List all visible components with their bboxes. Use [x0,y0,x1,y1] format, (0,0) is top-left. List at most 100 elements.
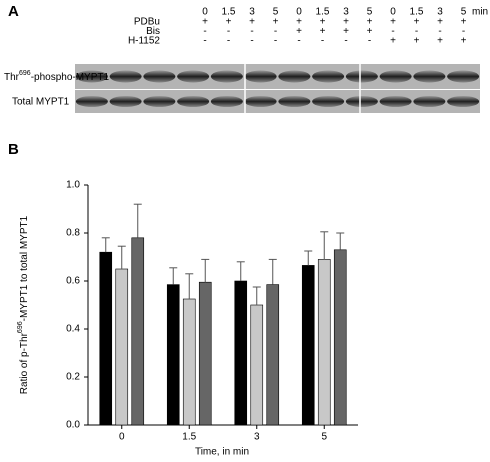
time-label: 3 [437,7,443,18]
treatment-sign: - [462,26,465,37]
y-tick-label: 0.2 [66,372,80,383]
blot-band [177,70,210,83]
treatment-sign: + [296,17,302,28]
bar [234,280,248,426]
blot-band [177,96,210,107]
blot-label: Thr696-phospho-MYPT1 [4,70,109,83]
time-label: 1.5 [410,7,424,18]
treatment-sign: + [343,26,349,37]
bar [301,265,315,426]
y-axis-label: Ratio of p-Thr696-MYPT1 to total MYPT1 [17,215,30,394]
time-label: 1.5 [222,7,236,18]
blot-background [75,90,480,113]
treatment-sign: + [320,17,326,28]
blot-band [244,70,277,83]
time-label: 0 [296,7,302,18]
blot-band [345,96,378,107]
treatment-sign: + [414,17,420,28]
treatment-sign: + [320,26,326,37]
blot-band [379,70,412,83]
treatment-sign: - [250,36,253,47]
y-tick-label: 1.0 [66,180,80,191]
y-tick-label: 0.0 [66,420,80,431]
treatment-label: H-1152 [128,36,160,47]
treatment-sign: - [391,26,394,37]
blot-band [278,70,311,83]
y-tick-label: 0.6 [66,276,80,287]
treatment-sign: - [203,26,206,37]
treatment-sign: - [297,36,300,47]
treatment-sign: + [249,17,255,28]
time-label: 0 [390,7,396,18]
treatment-label: Bis [146,26,160,37]
blot-band [278,96,311,107]
time-label: 5 [367,7,373,18]
treatment-sign: - [274,36,277,47]
blot-band [379,96,412,107]
blot-band [143,70,176,83]
treatment-sign: - [227,36,230,47]
treatment-sign: + [202,17,208,28]
bar [182,298,196,426]
treatment-sign: - [321,36,324,47]
x-axis-label: Time, in min [195,447,249,458]
y-tick-label: 0.4 [66,324,80,335]
y-tick-label: 0.8 [66,228,80,239]
blot-band [447,96,480,107]
treatment-sign: + [390,17,396,28]
bar [317,259,331,426]
x-tick-label: 0 [119,432,125,443]
time-label: 5 [461,7,467,18]
blot-band [345,70,378,83]
time-unit: min [472,7,488,18]
treatment-sign: + [296,26,302,37]
time-label: 3 [343,7,349,18]
treatment-sign: + [367,26,373,37]
blot-label: Total MYPT1 [12,97,70,108]
blot-band [312,96,345,107]
treatment-sign: - [438,26,441,37]
treatment-sign: - [227,26,230,37]
treatment-sign: - [368,36,371,47]
treatment-sign: + [461,17,467,28]
blot-band [109,96,142,107]
treatment-sign: - [344,36,347,47]
bar [250,304,264,426]
blot-band [143,96,176,107]
bar [115,268,129,426]
blot-bands [75,70,480,107]
blot-band [413,96,446,107]
treatment-sign: + [437,36,443,47]
treatment-sign: + [461,36,467,47]
x-tick-label: 3 [254,432,260,443]
bar [131,237,145,426]
treatment-sign: + [343,17,349,28]
blot-band [312,70,345,83]
bar [333,249,347,426]
time-label: 0 [202,7,208,18]
time-label: 1.5 [316,7,330,18]
time-label: 3 [249,7,255,18]
treatment-sign: + [437,17,443,28]
blot-band [244,96,277,107]
panel-label: A [8,3,19,20]
blot-band [75,96,108,107]
bar [166,284,180,426]
treatment-sign: + [367,17,373,28]
time-label: 5 [273,7,279,18]
treatment-sign: + [414,36,420,47]
treatment-sign: + [273,17,279,28]
blot-band [210,70,243,83]
treatment-sign: + [390,36,396,47]
blot-background [75,64,480,89]
panel-label: B [8,141,19,158]
blot-band [413,70,446,83]
x-tick-label: 5 [321,432,327,443]
treatment-sign: + [226,17,232,28]
bar [99,251,113,426]
x-tick-label: 1.5 [182,432,196,443]
bar [198,281,212,426]
blot-band [210,96,243,107]
bar [266,284,280,426]
